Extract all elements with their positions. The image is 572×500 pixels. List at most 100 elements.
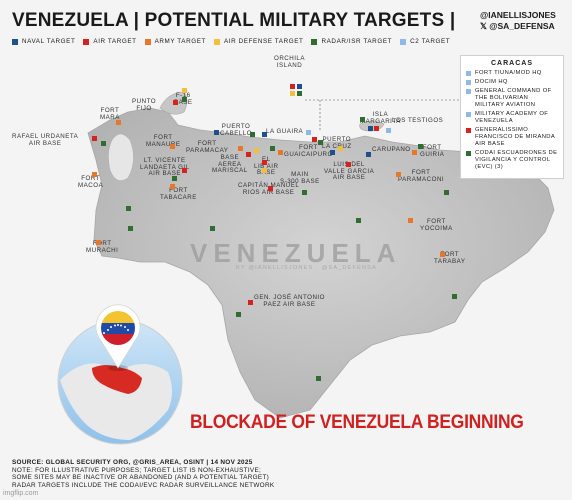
caracas-item: MILITARY ACADEMY OF VENEZUELA: [466, 111, 558, 125]
marker-f16-radar: [182, 97, 187, 102]
label-fort-mara: FORT MARA: [100, 107, 120, 121]
author-handles: @IANELLISJONES 𝕏 @SA_DEFENSA: [480, 10, 556, 32]
label-guaicaipuro: FORT GUAICAIPURO: [284, 144, 333, 158]
label-manaure: FORT MANAURE: [146, 134, 181, 148]
legend-item: AIR TARGET: [83, 38, 136, 45]
globe-inset: [57, 304, 183, 445]
label-luis-del-valle: LUIS DEL VALLE GARCIA AIR BASE: [324, 161, 375, 181]
label-jose-antonio-paez: GEN. JOSÉ ANTONIO PAEZ AIR BASE: [254, 294, 325, 308]
marker-radar-amazonas-1: [236, 312, 241, 317]
marker-tarabay: [440, 252, 445, 257]
marker-paramacay: [238, 146, 243, 151]
marker-radar-central: [250, 132, 255, 137]
marker-radar-llanos: [302, 190, 307, 195]
marker-guiria-radar: [418, 144, 423, 149]
caracas-item-label: DOCIM HQ: [475, 79, 508, 85]
caracas-item: CODAI ESCUADRONES DE VIGILANCIA Y CONTRO…: [466, 150, 558, 171]
label-fort-macoa: FORT MACOA: [78, 175, 104, 189]
marker-orchila-naval: [297, 84, 302, 89]
marker-guaicaipuro: [278, 150, 283, 155]
legend-swatch: [311, 38, 318, 45]
marker-urdaneta-radar: [101, 141, 106, 146]
marker-radar-delta: [444, 190, 449, 195]
label-punto-fijo: PUNTO FIJO: [132, 98, 157, 112]
caracas-box: CARACAS FORT TIUNA/MOD HQ DOCIM HQ GENERAL…: [460, 55, 564, 179]
source-notes: SOURCE: GLOBAL SECURITY ORG, @GRIS_AREA,…: [12, 459, 274, 489]
marker-urdaneta-air: [92, 136, 97, 141]
label-urdaneta: RAFAEL URDANETA AIR BASE: [12, 133, 79, 147]
marker-fort-mara: [116, 120, 121, 125]
label-carupano: CARUPANO: [372, 146, 411, 153]
label-isla-margarita: ISLA MARGARITA: [360, 111, 401, 125]
caracas-item: DOCIM HQ: [466, 79, 558, 86]
marker-paramaconi: [396, 172, 401, 177]
venezuela-flag-pin: [101, 311, 135, 345]
imgflip-watermark: imgflip.com: [3, 490, 39, 497]
label-la-guaira: LA GUAIRA: [266, 128, 304, 135]
label-f16: F-16 BASE: [174, 92, 193, 106]
note-line-2: SOME SITES MAY BE INACTIVE OR ABANDONED …: [12, 474, 270, 482]
marker-el-libertador-air: [262, 160, 267, 165]
marker-puerto-la-cruz-naval: [330, 150, 335, 155]
legend-swatch: [213, 38, 220, 45]
marker-margarita-radar: [360, 117, 365, 122]
note-line-1: NOTE: FOR ILLUSTRATIVE PURPOSES; TARGET …: [12, 466, 262, 474]
legend-label: RADAR/ISR TARGET: [321, 38, 393, 45]
legend-swatch: [12, 38, 18, 45]
marker-radar-maracay: [270, 146, 275, 151]
caracas-item-swatch: [466, 71, 471, 76]
legend-label: NAVAL TARGET: [22, 38, 76, 45]
marker-radar-andes: [126, 206, 131, 211]
marker-radar-amazonas-2: [316, 376, 321, 381]
marker-luis-del-valle-air: [346, 162, 351, 167]
marker-caracas-c2: [306, 130, 311, 135]
legend-label: AIR DEFENSE TARGET: [223, 38, 304, 45]
label-guiria: FORT GUIRIA: [420, 144, 445, 158]
globe-venezuela-highlight: [92, 365, 142, 394]
marker-radar-lara: [172, 176, 177, 181]
caracas-item-swatch: [466, 80, 471, 85]
handle-2: 𝕏 @SA_DEFENSA: [480, 21, 555, 31]
label-murachi: FORT MURACHI: [86, 240, 119, 254]
globe-continent: [60, 363, 172, 440]
marker-guiria: [412, 150, 417, 155]
lake-maracaibo: [108, 133, 134, 181]
note-line-3: RADAR TARGETS INCLUDE THE CODAI/EVC RADA…: [12, 481, 275, 489]
legend-swatch: [400, 38, 407, 45]
marker-carupano-naval: [366, 152, 371, 157]
marker-punto-fijo-air: [173, 100, 178, 105]
caracas-list: FORT TIUNA/MOD HQ DOCIM HQ GENERAL COMMAND…: [466, 70, 558, 171]
caracas-title: CARACAS: [491, 60, 533, 67]
marker-capitan-manuel-air: [268, 186, 273, 191]
marker-caracas-radar: [318, 140, 323, 145]
caracas-item-swatch: [466, 128, 471, 133]
marker-murachi: [96, 240, 101, 245]
legend-label: AIR TARGET: [93, 38, 137, 45]
marker-vicente-landaeta-air: [182, 168, 187, 173]
legend-item: NAVAL TARGET: [12, 38, 75, 45]
marker-radar-bolivar-2: [452, 294, 457, 299]
marker-la-guaira-naval: [262, 132, 267, 137]
marker-margarita-naval: [368, 126, 373, 131]
source-line: SOURCE: GLOBAL SECURITY ORG, @GRIS_AREA,…: [12, 459, 253, 466]
marker-tabacare: [170, 184, 175, 189]
caracas-item: GENERAL COMMAND OF THE BOLIVARIAN MILITA…: [466, 88, 558, 109]
marker-margarita-air: [374, 126, 379, 131]
marker-orchila-radar: [297, 91, 302, 96]
label-paramacay: FORT PARAMACAY: [186, 140, 229, 154]
blockade-banner: BLOCKADE OF VENEZUELA BEGINNING: [190, 412, 524, 433]
marker-radar-apure: [210, 226, 215, 231]
caracas-item-label: FORT TIUNA/MOD HQ: [475, 70, 542, 76]
legend-swatch: [144, 38, 151, 45]
legend-label: C2 TARGET: [410, 38, 451, 45]
marker-manaure: [170, 144, 175, 149]
marker-radar-barinas: [128, 226, 133, 231]
legend-swatch: [83, 38, 90, 45]
legend-item: RADAR/ISR TARGET: [311, 38, 392, 45]
marker-orchila-air-defense: [290, 91, 295, 96]
label-paramaconi: FORT PARAMACONI: [398, 169, 445, 183]
marker-maracay-air-defense: [254, 148, 259, 153]
handle-1: @IANELLISJONES: [480, 10, 556, 20]
label-capitan-manuel: CAPITÁN MANUEL RIOS AIR BASE: [238, 182, 300, 196]
caracas-item-label: CODAI ESCUADRONES DE VIGILANCIA Y CONTRO…: [475, 150, 558, 170]
